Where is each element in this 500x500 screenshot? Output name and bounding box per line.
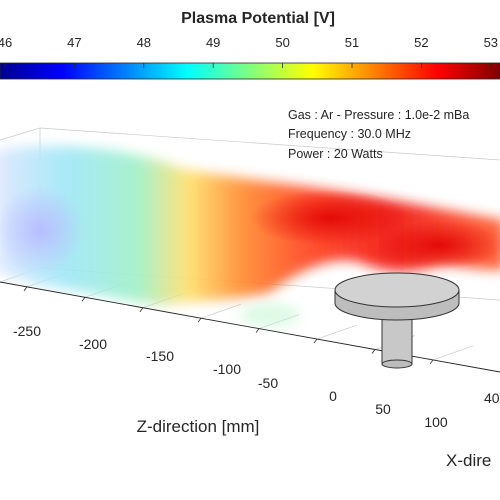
annotation-box: Gas : Ar - Pressure : 1.0e-2 mBa Frequen… (288, 108, 469, 161)
z-tick-mark (139, 307, 144, 312)
colorbar-tick-label: 48 (137, 35, 151, 50)
colorbar (0, 62, 500, 80)
plasma-field (0, 146, 500, 327)
annotation-frequency: Frequency : 30.0 MHz (288, 127, 411, 141)
chart-title: Plasma Potential [V] (181, 10, 335, 27)
colorbar-tick-label: 47 (67, 35, 81, 50)
colorbar-tick-label: 50 (275, 35, 289, 50)
z-tick-label: -200 (79, 336, 107, 352)
z-tick-mark (255, 328, 260, 333)
colorbar-tick-label: 53 (484, 35, 498, 50)
annotation-power: Power : 20 Watts (288, 147, 383, 161)
grid-line (316, 324, 358, 340)
x-tick-40: 40 (484, 390, 500, 406)
z-tick-label: 100 (424, 414, 448, 430)
z-tick-label: 0 (329, 388, 337, 404)
colorbar-tick-label: 46 (0, 35, 12, 50)
z-tick-label: -50 (258, 375, 278, 391)
z-tick-mark (429, 359, 434, 365)
z-tick-mark (371, 349, 376, 354)
colorbar-ticks: 46 47 48 49 50 51 52 53 (0, 35, 498, 68)
colorbar-tick-label: 52 (414, 35, 428, 50)
z-tick-mark (81, 297, 86, 302)
grid-line (200, 303, 242, 319)
z-tick-mark (197, 317, 202, 323)
x-axis-label: X-dire (446, 451, 491, 470)
z-tick-mark (313, 338, 318, 344)
colorbar-tick-label: 49 (206, 35, 220, 50)
axes-front (0, 281, 500, 373)
z-axis-label: Z-direction [mm] (137, 417, 260, 436)
z-axis-ticks: -250 -200 -150 -100 -50 0 50 100 (13, 323, 448, 430)
colorbar-tick-label: 51 (345, 35, 359, 50)
z-tick-mark (23, 286, 28, 292)
grid-line (432, 345, 474, 361)
annotation-gas: Gas : Ar - Pressure : 1.0e-2 mBa (288, 108, 469, 122)
electrode (334, 272, 460, 369)
z-tick-label: -150 (146, 348, 174, 364)
z-tick-label: 50 (375, 401, 391, 417)
z-tick-label: -100 (213, 361, 241, 377)
z-tick-label: -250 (13, 323, 41, 339)
z-tick-marks (23, 286, 434, 365)
